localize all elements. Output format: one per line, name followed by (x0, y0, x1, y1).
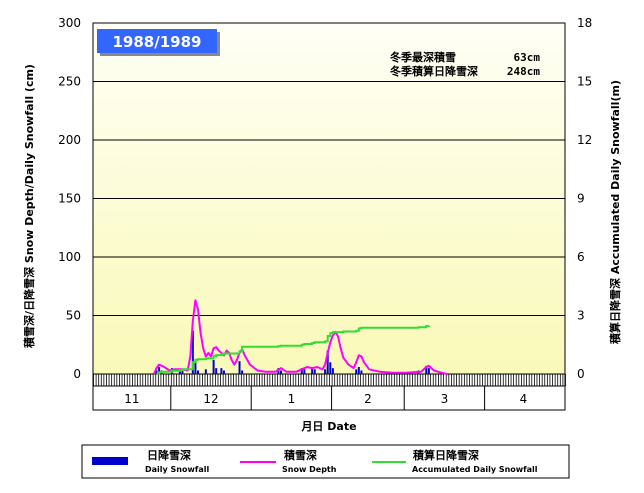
snowfall-bar (360, 370, 363, 374)
accumulated-snowfall-line (156, 325, 430, 375)
right-tick-label: 12 (577, 133, 592, 147)
left-tick-label: 300 (58, 16, 81, 30)
snowfall-bar (311, 368, 314, 374)
snowfall-bar (212, 359, 215, 374)
total-snowfall-value: 248cm (507, 65, 540, 78)
max-depth-value: 63cm (514, 51, 541, 64)
snowfall-bar (241, 370, 244, 374)
snowfall-bar (238, 361, 241, 374)
snowfall-bar (178, 370, 181, 374)
legend-snowfall-label: 日降雪深 (147, 448, 191, 462)
gridlines (93, 81, 565, 316)
legend-accumulated-label: 積算日降雪深 (412, 448, 479, 462)
max-depth-label: 冬季最深積雪 (390, 50, 456, 64)
daily-snowfall-bars (155, 330, 430, 374)
legend-accumulated-label-en: Accumulated Daily Snowfall (412, 465, 538, 474)
snowfall-bar (197, 370, 200, 374)
snowfall-bar (324, 369, 327, 374)
right-axis-ticks: 0 3 6 9 12 15 18 (577, 16, 592, 381)
snowfall-bar (425, 365, 428, 374)
snowfall-bar (158, 366, 161, 374)
month-dividers (170, 386, 486, 410)
snowfall-bar (222, 370, 225, 374)
legend-depth-label: 積雪深 (283, 448, 317, 462)
snowfall-bar (155, 370, 158, 374)
legend-box (81, 444, 570, 479)
month-label: 2 (364, 392, 372, 406)
x-axis-title: 月日 Date (300, 420, 356, 433)
snowfall-bar (331, 368, 334, 374)
date-strip (92, 373, 566, 411)
season-box (97, 29, 217, 53)
month-label: 1 (288, 392, 296, 406)
month-labels: 11 12 1 2 3 4 (124, 392, 527, 406)
series-lines (152, 299, 448, 375)
right-tick-label: 9 (577, 192, 585, 206)
left-axis-ticks: 0 50 100 150 200 250 300 (58, 16, 81, 381)
snowfall-bar (194, 359, 197, 374)
snowfall-bar (303, 369, 306, 374)
snowfall-bar (427, 368, 430, 374)
left-tick-label: 50 (66, 309, 81, 323)
snowfall-bar (357, 366, 360, 374)
snowfall-bar (204, 369, 207, 374)
left-tick-label: 200 (58, 133, 81, 147)
snowfall-bar (191, 330, 194, 374)
right-tick-label: 3 (577, 309, 585, 323)
right-tick-label: 15 (577, 75, 592, 89)
snowfall-bar (355, 369, 358, 374)
left-tick-label: 250 (58, 75, 81, 89)
month-label: 12 (203, 392, 218, 406)
snowfall-bar (326, 350, 329, 374)
snowfall-bar (329, 362, 332, 374)
snowfall-bar (300, 368, 303, 374)
total-snowfall-label: 冬季積算日降雪深 (390, 64, 478, 78)
season-label: 1988/1989 (113, 33, 202, 51)
snowfall-bar (181, 369, 184, 374)
right-tick-label: 0 (577, 367, 585, 381)
right-tick-label: 6 (577, 250, 585, 264)
legend-snowfall-label-en: Daily Snowfall (145, 465, 209, 474)
left-tick-label: 0 (73, 367, 81, 381)
left-tick-label: 100 (58, 250, 81, 264)
right-tick-label: 18 (577, 16, 592, 30)
right-axis-title: 積算日降雪深 Accumulated Daily Snowfall(m) (608, 80, 622, 345)
snowfall-bar (280, 370, 283, 374)
snowfall-bar (215, 368, 218, 374)
legend-depth-label-en: Snow Depth (282, 465, 337, 474)
snowfall-bar (313, 369, 316, 374)
day-ticks (93, 374, 566, 387)
month-label: 11 (124, 392, 139, 406)
month-label: 3 (441, 392, 449, 406)
snow-depth-line (152, 299, 448, 375)
left-axis-title: 積雪深/日降雪深 Snow Depth/Daily Snowfall (cm) (22, 64, 36, 349)
legend-snowfall-swatch (92, 457, 128, 465)
snowfall-bar (220, 368, 223, 374)
month-label: 4 (520, 392, 528, 406)
left-tick-label: 150 (58, 192, 81, 206)
